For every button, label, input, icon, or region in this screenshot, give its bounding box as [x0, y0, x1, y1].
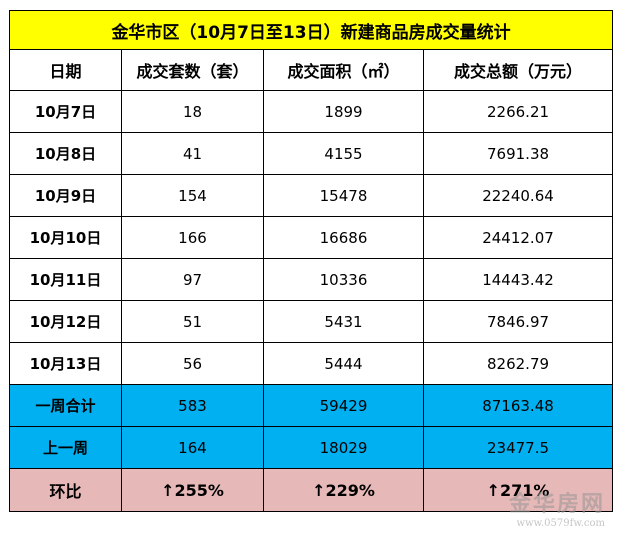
- week-total-total: 87163.48: [422, 384, 614, 427]
- last-week-row: 上一周 164 18029 23477.5: [9, 426, 614, 469]
- last-week-label: 上一周: [9, 426, 122, 469]
- row-date: 10月8日: [9, 132, 122, 175]
- row-area: 5444: [263, 342, 424, 385]
- row-units: 56: [121, 342, 264, 385]
- week-total-row: 一周合计 583 59429 87163.48: [9, 384, 614, 427]
- row-date: 10月11日: [9, 258, 122, 301]
- table-row: 10月12日 51 5431 7846.97: [9, 300, 614, 343]
- last-week-units: 164: [121, 426, 264, 469]
- last-week-total: 23477.5: [422, 426, 614, 469]
- row-area: 4155: [263, 132, 424, 175]
- row-total: 2266.21: [422, 90, 614, 133]
- row-total: 22240.64: [422, 174, 614, 217]
- table-row: 10月11日 97 10336 14443.42: [9, 258, 614, 301]
- ratio-area: ↑229%: [263, 468, 424, 512]
- header-total: 成交总额（万元）: [422, 49, 614, 91]
- table-row: 10月7日 18 1899 2266.21: [9, 90, 614, 133]
- week-total-area: 59429: [263, 384, 424, 427]
- ratio-units: ↑255%: [121, 468, 264, 512]
- row-units: 51: [121, 300, 264, 343]
- row-units: 18: [121, 90, 264, 133]
- header-units: 成交套数（套）: [121, 49, 264, 91]
- row-total: 7846.97: [422, 300, 614, 343]
- ratio-label: 环比: [9, 468, 122, 512]
- ratio-total: ↑271%: [422, 468, 614, 512]
- row-total: 7691.38: [422, 132, 614, 175]
- row-area: 1899: [263, 90, 424, 133]
- row-area: 15478: [263, 174, 424, 217]
- row-date: 10月9日: [9, 174, 122, 217]
- table-row: 10月8日 41 4155 7691.38: [9, 132, 614, 175]
- last-week-area: 18029: [263, 426, 424, 469]
- row-date: 10月10日: [9, 216, 122, 259]
- row-date: 10月13日: [9, 342, 122, 385]
- row-date: 10月7日: [9, 90, 122, 133]
- row-total: 14443.42: [422, 258, 614, 301]
- row-area: 16686: [263, 216, 424, 259]
- row-units: 166: [121, 216, 264, 259]
- table-row: 10月10日 166 16686 24412.07: [9, 216, 614, 259]
- header-date: 日期: [9, 49, 122, 91]
- table-title: 金华市区（10月7日至13日）新建商品房成交量统计: [8, 10, 614, 50]
- row-date: 10月12日: [9, 300, 122, 343]
- row-total: 8262.79: [422, 342, 614, 385]
- row-area: 5431: [263, 300, 424, 343]
- week-total-label: 一周合计: [9, 384, 122, 427]
- row-area: 10336: [263, 258, 424, 301]
- sales-table: 金华市区（10月7日至13日）新建商品房成交量统计 日期 成交套数（套） 成交面…: [8, 10, 614, 512]
- row-units: 97: [121, 258, 264, 301]
- week-total-units: 583: [121, 384, 264, 427]
- title-row: 金华市区（10月7日至13日）新建商品房成交量统计: [8, 10, 614, 50]
- row-units: 41: [121, 132, 264, 175]
- table-row: 10月13日 56 5444 8262.79: [9, 342, 614, 385]
- watermark-url: www.0579fw.com: [516, 518, 605, 529]
- row-units: 154: [121, 174, 264, 217]
- ratio-row: 环比 ↑255% ↑229% ↑271%: [9, 468, 614, 512]
- header-row: 日期 成交套数（套） 成交面积（㎡） 成交总额（万元）: [9, 49, 614, 91]
- header-area: 成交面积（㎡）: [263, 49, 424, 91]
- row-total: 24412.07: [422, 216, 614, 259]
- table-row: 10月9日 154 15478 22240.64: [9, 174, 614, 217]
